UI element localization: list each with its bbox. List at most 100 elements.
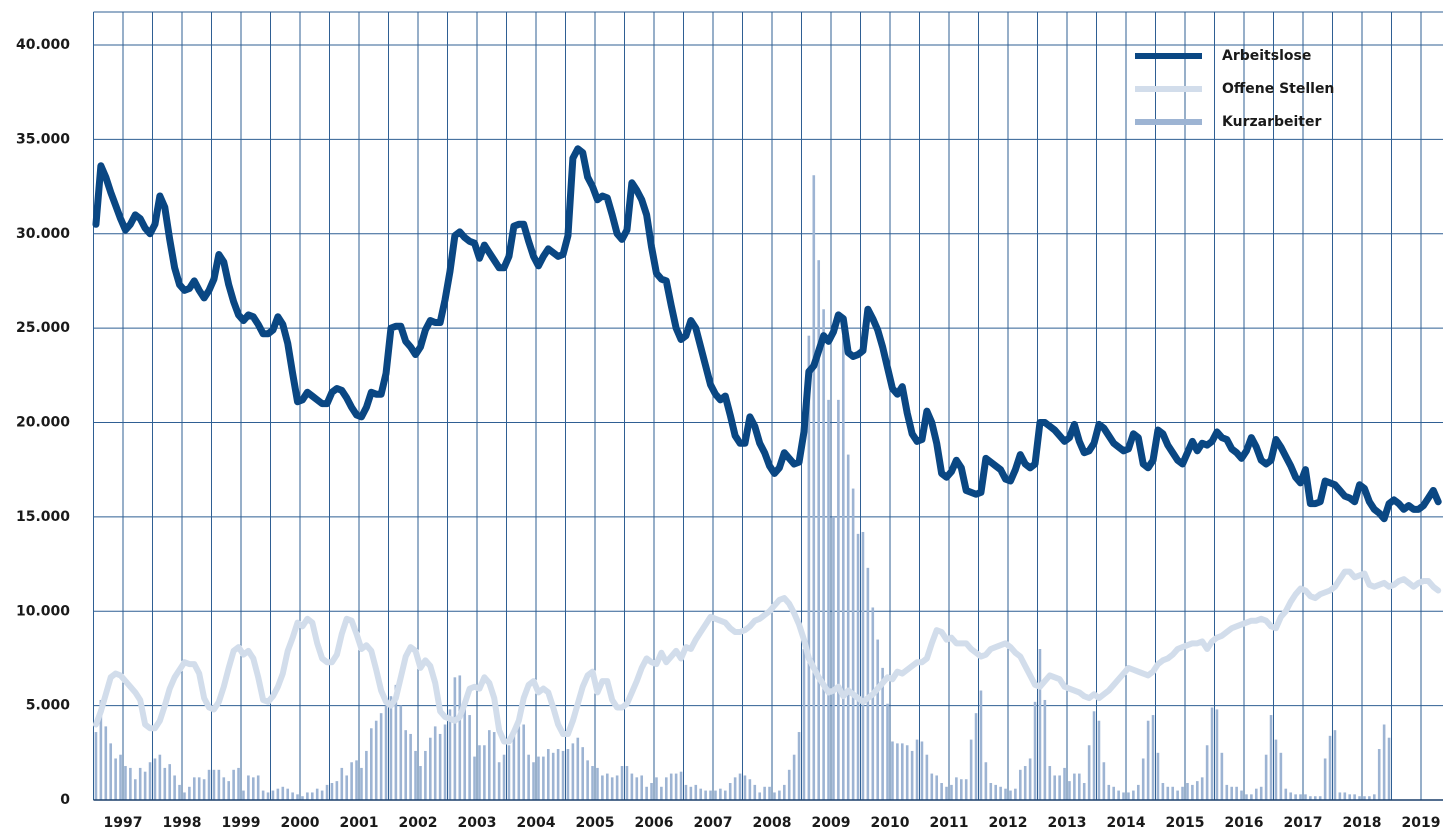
bar (1014, 788, 1017, 800)
bar (664, 777, 668, 800)
bar (424, 750, 427, 800)
bar (743, 775, 747, 800)
bar (483, 745, 486, 800)
bar (571, 743, 575, 800)
bar (551, 752, 555, 800)
bar (217, 769, 221, 800)
bar (709, 790, 712, 800)
bar (345, 775, 349, 800)
bar (271, 790, 275, 800)
bar (537, 756, 540, 800)
bar (340, 767, 344, 800)
bar (704, 790, 707, 800)
bar (222, 777, 226, 800)
bar (733, 777, 737, 800)
bar (886, 703, 889, 800)
bar (192, 777, 196, 800)
bar (561, 750, 565, 800)
bar (502, 754, 506, 800)
bar (438, 733, 442, 800)
bar (1127, 792, 1130, 800)
bar (920, 741, 924, 800)
bar (1274, 739, 1278, 800)
x-tick-label: 2000 (281, 815, 320, 831)
y-tick-label: 25.000 (16, 320, 70, 336)
bar (1132, 790, 1135, 800)
bar (1313, 796, 1317, 800)
bar (601, 775, 604, 800)
bar (497, 762, 501, 800)
bar (522, 724, 526, 800)
bar (286, 788, 290, 800)
bar (1038, 649, 1042, 800)
bar (1235, 786, 1238, 800)
bar (1102, 762, 1106, 800)
x-tick-label: 2007 (694, 815, 733, 831)
bar (207, 769, 211, 800)
bar (1377, 749, 1381, 800)
bar (1368, 796, 1371, 800)
bar (758, 792, 762, 800)
bar (1230, 786, 1234, 800)
bar (306, 792, 309, 800)
bar (276, 788, 280, 800)
bar (183, 792, 186, 800)
bar (1195, 781, 1199, 800)
bar (871, 607, 875, 800)
x-tick-label: 2014 (1107, 815, 1146, 831)
bar (124, 766, 127, 800)
bar (1328, 735, 1332, 800)
bar (242, 790, 245, 800)
bar (369, 728, 373, 800)
bar (1171, 786, 1175, 800)
bar (384, 705, 388, 800)
bar (1269, 715, 1273, 800)
bar (1009, 790, 1012, 800)
bar (1387, 737, 1391, 800)
bar (419, 766, 422, 800)
bar (1053, 775, 1057, 800)
x-tick-label: 2003 (458, 815, 497, 831)
bar (846, 454, 850, 800)
bar (379, 713, 383, 800)
x-tick-label: 2018 (1343, 815, 1382, 831)
bar (802, 649, 806, 800)
bar (773, 792, 776, 800)
bar (394, 684, 398, 800)
x-tick-label: 2002 (399, 815, 438, 831)
bar (1043, 699, 1047, 800)
bar (1284, 788, 1288, 800)
bar (1250, 794, 1253, 800)
bar (325, 784, 329, 800)
x-tick-label: 2016 (1225, 815, 1264, 831)
bar (832, 516, 835, 800)
bar (610, 777, 614, 800)
x-tick-label: 2012 (989, 815, 1028, 831)
line (92, 145, 1442, 523)
bar (1141, 758, 1145, 800)
bar (778, 790, 781, 800)
y-tick-label: 30.000 (16, 226, 70, 242)
bar (232, 769, 235, 800)
bar (1200, 777, 1204, 800)
bar (1294, 794, 1297, 800)
bar (989, 783, 993, 800)
bar (433, 726, 437, 800)
bar (1146, 720, 1150, 800)
bar (782, 784, 786, 800)
bar (787, 769, 791, 800)
bar (620, 766, 624, 800)
bar (109, 743, 113, 800)
x-tick-label: 1997 (104, 815, 143, 831)
bar (935, 775, 939, 800)
bar (866, 567, 870, 800)
bar (158, 754, 162, 800)
bar (738, 773, 742, 800)
bar (330, 783, 334, 800)
bar (1028, 758, 1032, 800)
bar (1353, 794, 1356, 800)
bar (964, 779, 968, 800)
bar (940, 783, 943, 800)
bar (719, 788, 722, 800)
